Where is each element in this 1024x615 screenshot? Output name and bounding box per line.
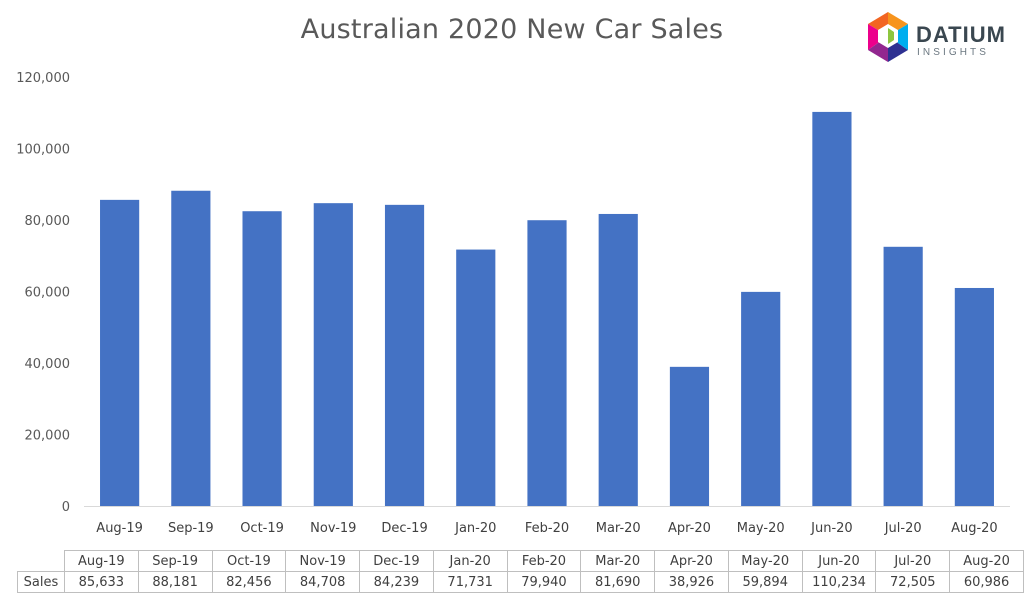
brand-subtitle: INSIGHTS [917,47,990,58]
bar-jul-20 [883,246,923,507]
table-header-cell: Oct-19 [211,550,287,572]
x-tick-label: Mar-20 [596,521,641,536]
table-row: Sales 85,633 88,181 82,456 84,708 84,239 71,73… [17,571,1024,593]
table-header-row: Aug-19 Sep-19 Oct-19 Nov-19 Dec-19 Jan-20 Feb-… [17,550,1024,572]
data-table: Aug-19 Sep-19 Oct-19 Nov-19 Dec-19 Jan-20 Feb-… [17,550,1024,593]
table-header-cell: Nov-19 [285,550,361,572]
table-cell: 79,940 [506,571,582,593]
x-tick-label: Apr-20 [668,521,711,536]
bar-sep-19 [171,190,211,506]
table-cell: 88,181 [137,571,213,593]
table-header-cell: Aug-19 [63,550,139,572]
datium-insights-logo: DATIUM INSIGHTS [864,8,1014,68]
x-tick-label: Nov-19 [310,521,356,536]
table-header-cell: Jul-20 [875,550,951,572]
bar-chart: 020,00040,00060,00080,000100,000120,000 … [16,71,1010,536]
table-series-label: Sales [17,571,65,593]
x-tick-label: Sep-19 [168,521,214,536]
table-cell: 81,690 [580,571,656,593]
table-cell: 85,633 [63,571,139,593]
bar-apr-20 [669,366,710,506]
table-header-cell: Mar-20 [580,550,656,572]
table-cell: 84,239 [359,571,434,593]
bar-nov-19 [313,203,353,507]
x-axis: Aug-19 Sep-19 Oct-19 Nov-19 Dec-19 Jan-20 Feb-… [96,521,997,536]
bar-series [100,111,994,507]
table-cell: 110,234 [801,571,877,593]
table-corner [17,550,65,572]
table-header-cell: May-20 [727,550,803,572]
y-axis: 0 20,000 40,000 60,000 80,000 100,000 120,000 [16,71,70,515]
x-tick-label: Aug-20 [951,521,998,536]
table-header-cell: Aug-20 [949,550,1024,572]
table-cell: 84,708 [285,571,361,593]
bar-may-20 [741,291,781,506]
bar-feb-20 [527,220,567,507]
bar-jun-20 [812,111,852,506]
bar-aug-19 [100,199,140,506]
bar-aug-20 [954,287,994,506]
x-tick-label: Jan-20 [454,521,496,536]
table-cell: 82,456 [211,571,287,593]
y-tick-label: 20,000 [25,429,71,444]
table-header-cell: Dec-19 [359,550,434,572]
y-tick-label: 80,000 [25,214,71,229]
chart-title: Australian 2020 New Car Sales [300,14,724,45]
x-tick-label: May-20 [737,521,785,536]
x-tick-label: Aug-19 [96,521,143,536]
table-header-cell: Sep-19 [137,550,213,572]
x-tick-label: Jul-20 [884,521,922,536]
x-tick-label: Jun-20 [810,521,853,536]
bar-dec-19 [384,204,425,506]
table-cell: 60,986 [949,571,1024,593]
brand-name: DATIUM [916,22,1006,47]
table-cell: 71,731 [432,571,508,593]
y-tick-label: 100,000 [16,143,70,158]
table-header-cell: Jun-20 [801,550,877,572]
bar-oct-19 [242,211,282,507]
bar-mar-20 [598,213,638,506]
x-tick-label: Dec-19 [381,521,427,536]
y-tick-label: 120,000 [16,71,70,86]
bar-jan-20 [456,249,496,506]
table-header-cell: Apr-20 [654,550,729,572]
datium-logo-icon [868,12,908,62]
x-tick-label: Feb-20 [525,521,569,536]
x-tick-label: Oct-19 [240,521,284,536]
table-header-cell: Feb-20 [506,550,582,572]
table-cell: 59,894 [727,571,803,593]
y-tick-label: 60,000 [25,286,71,301]
table-cell: 38,926 [654,571,729,593]
table-header-cell: Jan-20 [432,550,508,572]
table-cell: 72,505 [875,571,951,593]
y-tick-label: 0 [62,500,70,515]
y-tick-label: 40,000 [25,357,71,372]
